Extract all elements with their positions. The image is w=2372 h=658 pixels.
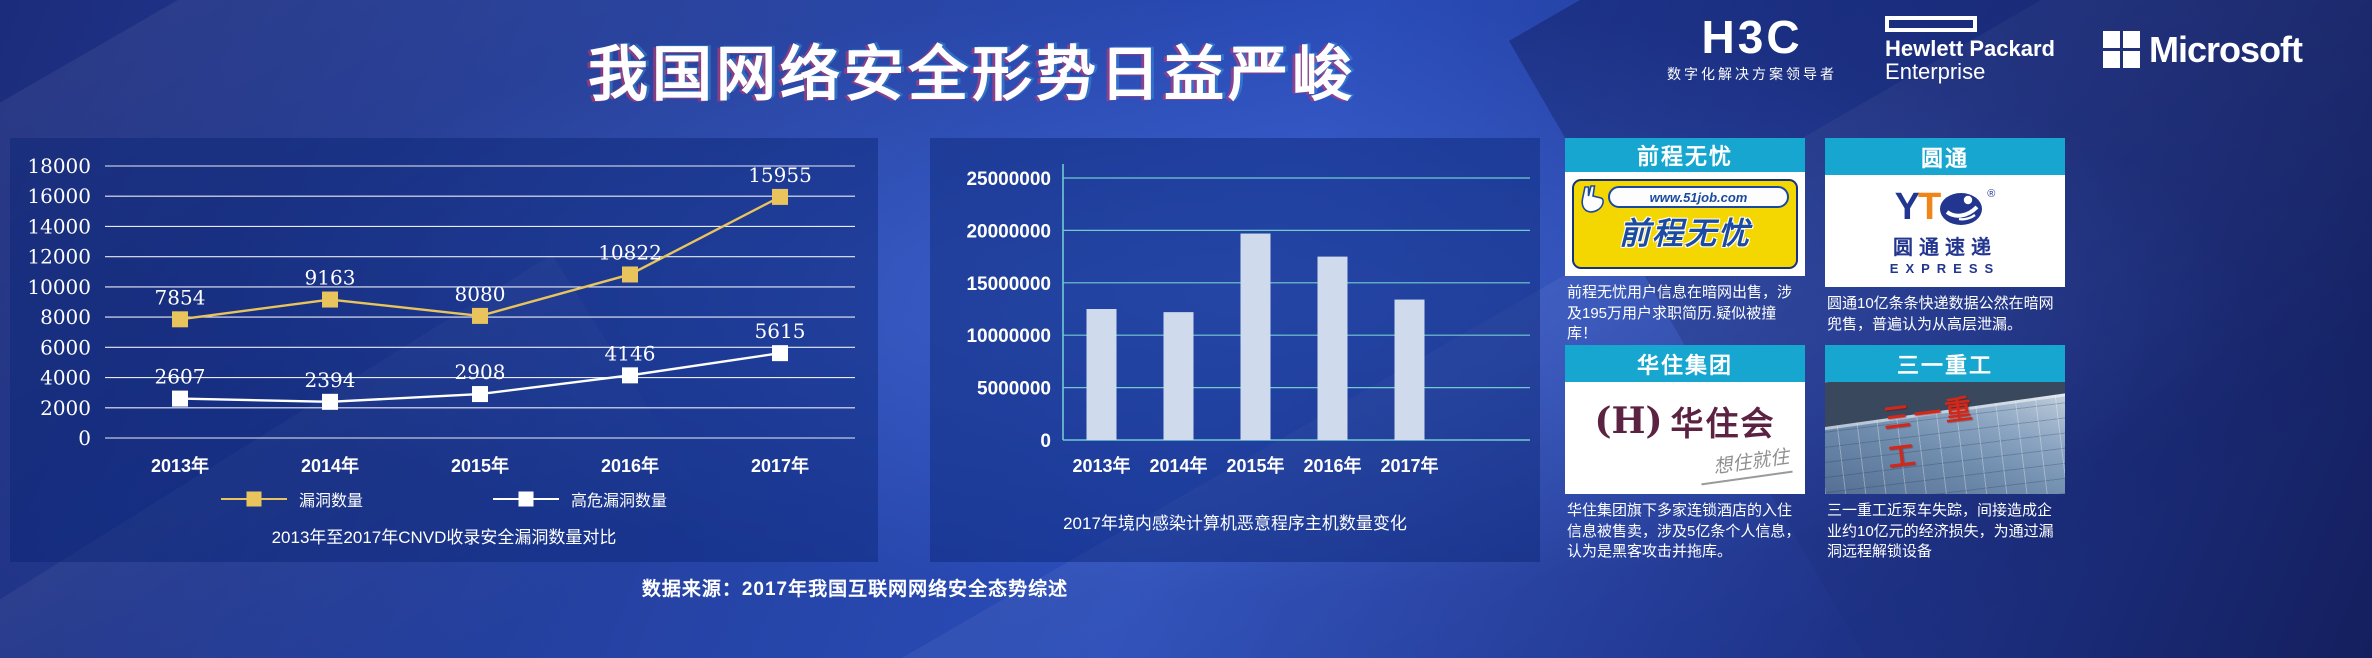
svg-text:15955: 15955 (748, 163, 812, 187)
svg-text:2015年: 2015年 (1226, 455, 1284, 476)
yto-letter-y: Y (1894, 186, 1921, 228)
card-yto: 圆通 Y T ® 圆通速递 EXPRESS 圆通10亿条条快递数据公然在暗网兜售… (1825, 138, 2065, 345)
svg-text:5000000: 5000000 (977, 379, 1051, 400)
huazhu-logo: (H) 华住会 想住就住 (1565, 382, 1805, 494)
svg-text:15000000: 15000000 (966, 274, 1051, 295)
sany-photo: 三一重工 (1825, 382, 2065, 494)
svg-text:12000: 12000 (27, 245, 91, 269)
huazhu-brand-text: 华住会 (1670, 405, 1776, 442)
card-yto-description: 圆通10亿条条快递数据公然在暗网兜售，普遍认为从高层泄漏。 (1827, 295, 2054, 333)
hpe-wordmark-line2: Enterprise (1885, 59, 1986, 85)
h3c-wordmark: H3C (1701, 11, 1803, 63)
yto-express-text: EXPRESS (1889, 261, 2001, 276)
huazhu-mark-row: (H) 华住会 (1594, 397, 1775, 445)
yto-letter-t: T (1918, 186, 1942, 228)
51job-logo-badge: www.51job.com 前程无忧 (1572, 179, 1798, 269)
card-51job-header: 前程无忧 (1565, 138, 1805, 173)
svg-text:2000: 2000 (40, 396, 91, 420)
microsoft-squares-icon (2103, 31, 2140, 69)
line-chart-legend: 漏洞数量 高危漏洞数量 (10, 487, 878, 511)
svg-text:10000: 10000 (27, 275, 91, 299)
card-sany-description: 三一重工近泵车失踪，间接造成企业约10亿元的经济损失，为通过漏洞远程解锁设备 (1827, 502, 2054, 561)
svg-text:16000: 16000 (27, 184, 91, 208)
svg-text:2017年: 2017年 (751, 455, 809, 476)
card-sany: 三一重工 三一重工 三一重工近泵车失踪，间接造成企业约10亿元的经济损失，为通过… (1825, 345, 2065, 563)
legend-item-high-risk: 高危漏洞数量 (493, 487, 667, 511)
svg-text:2013年: 2013年 (151, 455, 209, 476)
svg-text:2016年: 2016年 (601, 455, 659, 476)
huazhu-h-emblem: (H) (1594, 400, 1663, 442)
svg-text:2016年: 2016年 (1303, 455, 1361, 476)
bar-chart-caption: 2017年境内感染计算机恶意程序主机数量变化 (1063, 514, 1407, 533)
malware-bar-chart: 0 5000000 10000000 15000000 20000000 25000000… (930, 138, 1540, 483)
hand-icon (1581, 185, 1604, 214)
svg-text:18000: 18000 (27, 154, 91, 178)
legend-line-marker-icon (220, 491, 287, 507)
svg-text:2607: 2607 (155, 365, 206, 389)
card-huazhu: 华住集团 (H) 华住会 想住就住 华住集团旗下多家连锁酒店的入住信息被售卖，涉… (1565, 345, 1805, 563)
51job-url-band: www.51job.com (1608, 186, 1789, 209)
yto-mark-row: Y T ® (1895, 186, 1996, 229)
svg-text:10822: 10822 (598, 240, 662, 264)
svg-text:2013年: 2013年 (1072, 455, 1130, 476)
registered-mark: ® (1987, 188, 1996, 200)
partner-logos: H3C 数字化解决方案领导者 Hewlett Packard Enterpris… (1667, 11, 2303, 84)
card-sany-header: 三一重工 (1825, 345, 2065, 382)
svg-text:0: 0 (78, 426, 91, 450)
legend-item-vulnerabilities: 漏洞数量 (220, 487, 363, 511)
legend-line-marker-icon (493, 491, 559, 507)
card-51job: 前程无忧 www.51job.com 前程无忧 前程无忧用户信息在暗网出售，涉及… (1565, 138, 1805, 345)
svg-text:4000: 4000 (40, 366, 91, 390)
svg-text:2014年: 2014年 (301, 455, 359, 476)
yto-emblem-icon (1940, 192, 1983, 225)
svg-text:20000000: 20000000 (966, 221, 1051, 242)
yto-chinese-text: 圆通速递 (1893, 237, 1997, 259)
sany-sign-text: 三一重工 (1881, 393, 1978, 474)
yto-logo: Y T ® 圆通速递 EXPRESS (1825, 175, 2065, 287)
data-source-note: 数据来源：2017年我国互联网网络安全态势综述 (641, 579, 1069, 600)
incident-cards: 前程无忧 www.51job.com 前程无忧 前程无忧用户信息在暗网出售，涉及… (1565, 138, 2065, 563)
page-title: 我国网络安全形势日益严峻 (588, 41, 1356, 108)
legend-label: 高危漏洞数量 (571, 493, 668, 510)
cnvd-line-chart: 0 2000 4000 6000 8000 10000 12000 14000 16000 180… (10, 138, 878, 483)
svg-text:25000000: 25000000 (966, 169, 1051, 190)
svg-text:2015年: 2015年 (451, 455, 509, 476)
51job-url-text: www.51job.com (1649, 189, 1748, 205)
legend-label: 漏洞数量 (298, 493, 363, 510)
microsoft-logo: Microsoft (2103, 28, 2303, 71)
card-huazhu-description: 华住集团旗下多家连锁酒店的入住信息被售卖，涉及5亿条个人信息，认为是黑客攻击并拖… (1567, 502, 1801, 561)
card-huazhu-header: 华住集团 (1565, 345, 1805, 382)
svg-text:10000000: 10000000 (966, 326, 1051, 347)
svg-text:2017年: 2017年 (1380, 455, 1438, 476)
51job-brand-text: 前程无忧 (1619, 215, 1751, 251)
h3c-logo: H3C 数字化解决方案领导者 (1667, 11, 1838, 84)
svg-text:8000: 8000 (40, 305, 91, 329)
svg-text:2014年: 2014年 (1149, 455, 1207, 476)
hpe-logo: Hewlett Packard Enterprise (1885, 16, 2055, 83)
hpe-rectangle-icon (1885, 16, 1978, 33)
svg-text:8080: 8080 (455, 282, 506, 306)
51job-logo: www.51job.com 前程无忧 (1565, 172, 1805, 276)
svg-text:7854: 7854 (155, 285, 206, 309)
card-51job-description: 前程无忧用户信息在暗网出售，涉及195万用户求职简历.疑似被撞库！ (1567, 283, 1793, 343)
h3c-tagline: 数字化解决方案领导者 (1667, 65, 1838, 82)
microsoft-wordmark: Microsoft (2149, 28, 2303, 70)
line-chart-panel: 0 2000 4000 6000 8000 10000 12000 14000 16000 180… (10, 138, 878, 562)
svg-text:4146: 4146 (605, 341, 656, 365)
svg-text:2908: 2908 (455, 360, 506, 384)
card-yto-header: 圆通 (1825, 138, 2065, 175)
svg-text:5615: 5615 (755, 319, 806, 343)
svg-text:0: 0 (1040, 431, 1051, 452)
line-chart-caption: 2013年至2017年CNVD收录安全漏洞数量对比 (271, 528, 617, 547)
svg-text:14000: 14000 (27, 214, 91, 238)
svg-text:2394: 2394 (305, 368, 356, 392)
svg-text:6000: 6000 (40, 335, 91, 359)
svg-text:9163: 9163 (305, 266, 356, 290)
hpe-wordmark-line1: Hewlett Packard (1885, 36, 2055, 62)
bar-chart-panel: 0 5000000 10000000 15000000 20000000 25000000… (930, 138, 1540, 562)
